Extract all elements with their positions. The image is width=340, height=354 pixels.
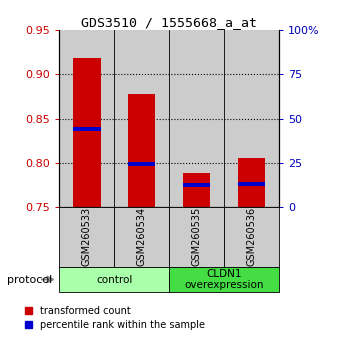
Legend: transformed count, percentile rank within the sample: transformed count, percentile rank withi… <box>25 306 205 330</box>
Bar <box>224 30 279 207</box>
Title: GDS3510 / 1555668_a_at: GDS3510 / 1555668_a_at <box>81 16 257 29</box>
Text: GSM260536: GSM260536 <box>246 206 256 266</box>
Bar <box>183 183 210 187</box>
Text: GSM260533: GSM260533 <box>82 206 92 266</box>
Bar <box>238 158 265 207</box>
Bar <box>169 207 224 267</box>
Bar <box>238 182 265 186</box>
Text: CLDN1
overexpression: CLDN1 overexpression <box>184 269 264 291</box>
Text: control: control <box>96 275 133 285</box>
Text: GSM260534: GSM260534 <box>137 206 147 266</box>
Bar <box>73 127 101 131</box>
Bar <box>128 161 155 166</box>
Bar <box>224 207 279 267</box>
Bar <box>59 207 114 267</box>
Bar <box>169 267 279 292</box>
Bar <box>183 173 210 207</box>
Text: protocol: protocol <box>7 275 52 285</box>
Bar <box>59 267 169 292</box>
Bar <box>73 58 101 207</box>
Bar <box>114 207 169 267</box>
Bar <box>169 30 224 207</box>
Bar <box>114 30 169 207</box>
Text: GSM260535: GSM260535 <box>191 206 202 266</box>
Bar <box>59 30 114 207</box>
Bar <box>128 94 155 207</box>
